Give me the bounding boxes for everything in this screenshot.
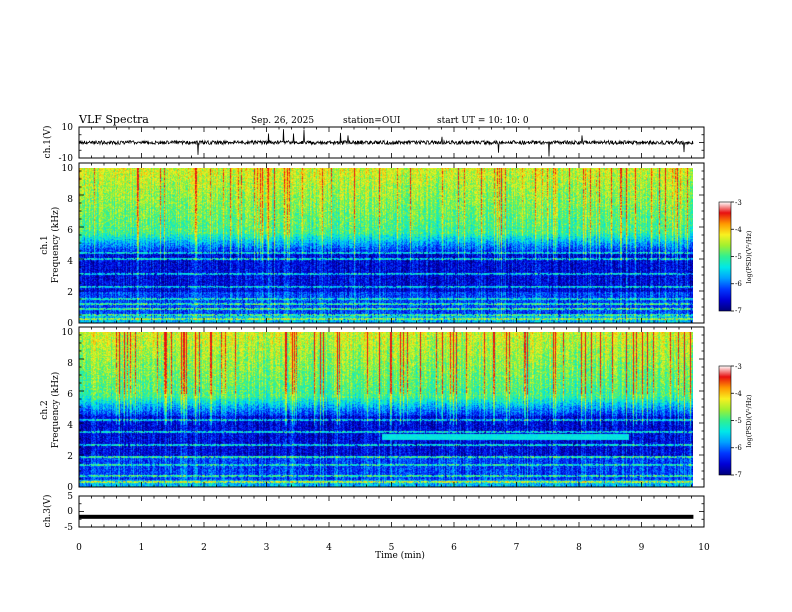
ch2-ytick-0: 0	[67, 483, 73, 493]
ch3-ytick-m5: -5	[64, 523, 73, 533]
ch1-ytick-4: 4	[67, 257, 73, 267]
ch1-cbar-tick-m6: -6	[735, 280, 742, 288]
header-start-ut: start UT = 10: 10: 0	[437, 116, 529, 126]
x-axis: 0 1 2 3 4 5 6 7 8 9 10 Time (min)	[76, 543, 710, 561]
ch1-cbar-tick-m4: -4	[735, 226, 742, 234]
xtick-3: 3	[264, 543, 270, 553]
ch1-ytick-0: 0	[67, 319, 73, 329]
ch1-ytick-10: 10	[62, 164, 74, 174]
ch2-ytick-2: 2	[67, 452, 73, 462]
ch2-spectrogram-heatmap	[79, 332, 693, 487]
ch2-colorbar: -3 -4 -5 -6 -7 log(PSD)(V²/Hz)	[718, 363, 753, 479]
ch1-colorbar: -3 -4 -5 -6 -7 log(PSD)(V²/Hz)	[718, 199, 753, 315]
ch1-ytick-6: 6	[67, 226, 73, 236]
ch1-spec-ylabel-channel: ch.1	[40, 235, 50, 254]
figure-title: VLF Spectra	[78, 113, 149, 126]
ch3-waveform-ylabel: ch.3(V)	[42, 495, 53, 528]
xtick-7: 7	[514, 543, 520, 553]
ch2-cbar-tick-m5: -5	[735, 417, 742, 425]
ch1-spectrogram-heatmap	[79, 168, 693, 323]
ch2-colorbar-label: log(PSD)(V²/Hz)	[745, 394, 753, 447]
xtick-0: 0	[76, 543, 82, 553]
x-axis-label: Time (min)	[375, 550, 425, 561]
axis-ticks	[78, 126, 734, 528]
ch2-cbar-tick-m6: -6	[735, 444, 742, 452]
ch1-ytick-top: 10	[62, 123, 74, 133]
ch2-spectrogram-panel: 0 2 4 6 8 10 ch.2 Frequency (kHz)	[40, 326, 705, 493]
header-station: station=OUI	[343, 116, 401, 126]
xtick-5: 5	[389, 543, 395, 553]
ch1-colorbar-gradient	[718, 201, 732, 312]
ch2-spec-ylabel-channel: ch.2	[40, 400, 50, 419]
ch2-ytick-4: 4	[67, 421, 73, 431]
ch2-cbar-tick-m7: -7	[735, 471, 742, 479]
ch1-cbar-tick-m5: -5	[735, 253, 742, 261]
ch2-cbar-tick-m4: -4	[735, 390, 742, 398]
ch2-ytick-8: 8	[67, 359, 73, 369]
ch1-ytick-8: 8	[67, 195, 73, 205]
xtick-4: 4	[326, 543, 332, 553]
ch2-spec-ylabel-frequency: Frequency (kHz)	[50, 372, 61, 449]
ch1-ytick-bottom: -10	[59, 154, 74, 164]
ch3-ytick-5: 5	[67, 492, 73, 502]
ch1-colorbar-label: log(PSD)(V²/Hz)	[745, 230, 753, 283]
ch2-ytick-6: 6	[67, 390, 73, 400]
ch1-spec-ylabel-frequency: Frequency (kHz)	[50, 207, 61, 284]
ch3-ytick-0: 0	[67, 507, 73, 517]
xtick-6: 6	[451, 543, 457, 553]
header-date: Sep. 26, 2025	[251, 116, 314, 126]
ch1-cbar-tick-m3: -3	[735, 199, 742, 207]
ch3-waveform-line	[79, 514, 694, 519]
xtick-1: 1	[139, 543, 145, 553]
ch1-waveform-ylabel: ch.1(V)	[42, 126, 53, 159]
ch1-cbar-tick-m7: -7	[735, 307, 742, 315]
xtick-2: 2	[201, 543, 207, 553]
ch2-ytick-10: 10	[62, 328, 74, 338]
ch2-cbar-tick-m3: -3	[735, 363, 742, 371]
ch1-waveform-line	[78, 129, 694, 157]
ch1-spectrogram-panel: 0 2 4 6 8 10 ch.1 Frequency (kHz)	[40, 162, 705, 329]
xtick-8: 8	[576, 543, 582, 553]
ch2-colorbar-gradient	[718, 365, 732, 476]
xtick-10: 10	[698, 543, 710, 553]
ch1-ytick-2: 2	[67, 288, 73, 298]
xtick-9: 9	[639, 543, 645, 553]
